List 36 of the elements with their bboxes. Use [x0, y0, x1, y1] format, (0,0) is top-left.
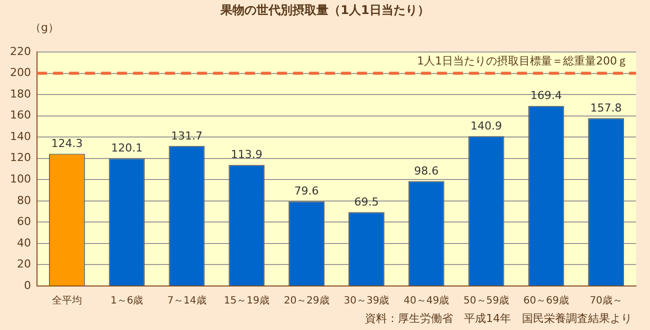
- x-tick-label: 50～59歳: [464, 294, 509, 307]
- x-tick-label: 60～69歳: [523, 294, 569, 307]
- y-tick-label: 100: [10, 172, 31, 186]
- y-tick-label: 60: [16, 215, 31, 228]
- x-tick-label: 40～49歳: [404, 294, 450, 307]
- y-tick-label: 180: [10, 87, 31, 100]
- text: 資料：厚生労働省 平成14年 国民栄養調査結果より: [365, 311, 632, 326]
- ref-line-label: 1人1日当たりの摂取目標量＝総重量200ｇ: [417, 54, 628, 68]
- y-tick-label: 20: [16, 258, 31, 271]
- data-label: 69.5: [354, 195, 379, 208]
- y-tick-label: 140: [10, 130, 31, 143]
- data-label: 124.3: [51, 137, 83, 150]
- data-label: 169.4: [530, 89, 562, 102]
- x-tick-label: 7～14歳: [167, 294, 206, 307]
- y-tick-label: 0: [24, 278, 31, 292]
- x-tick-label: 20～29歳: [284, 294, 330, 307]
- y-tick-label: 160: [10, 108, 31, 122]
- x-tick-label: 1～6歳: [110, 294, 144, 307]
- data-label: 157.8: [590, 102, 622, 115]
- chart-title: 果物の世代別摂取量（1人1日当たり）: [220, 2, 430, 19]
- y-tick-label: 220: [10, 44, 31, 58]
- y-axis-title: （g）: [30, 20, 59, 35]
- data-label: 113.9: [230, 148, 262, 162]
- data-label: 120.1: [111, 142, 143, 155]
- x-tick-label: 30～39歳: [344, 294, 390, 307]
- data-label: 131.7: [170, 129, 202, 142]
- data-label: 79.6: [294, 184, 319, 198]
- y-tick-label: 40: [16, 236, 31, 250]
- y-tick-label: 120: [10, 151, 31, 164]
- y-tick-label: 200: [10, 66, 31, 80]
- data-label: 98.6: [414, 164, 439, 178]
- y-tick-label: 80: [16, 194, 31, 207]
- x-tick-label: 15～19歳: [224, 294, 270, 307]
- x-tick-label: 全平均: [52, 294, 82, 307]
- data-label: 140.9: [470, 119, 502, 132]
- x-tick-label: 70歳～: [590, 294, 622, 307]
